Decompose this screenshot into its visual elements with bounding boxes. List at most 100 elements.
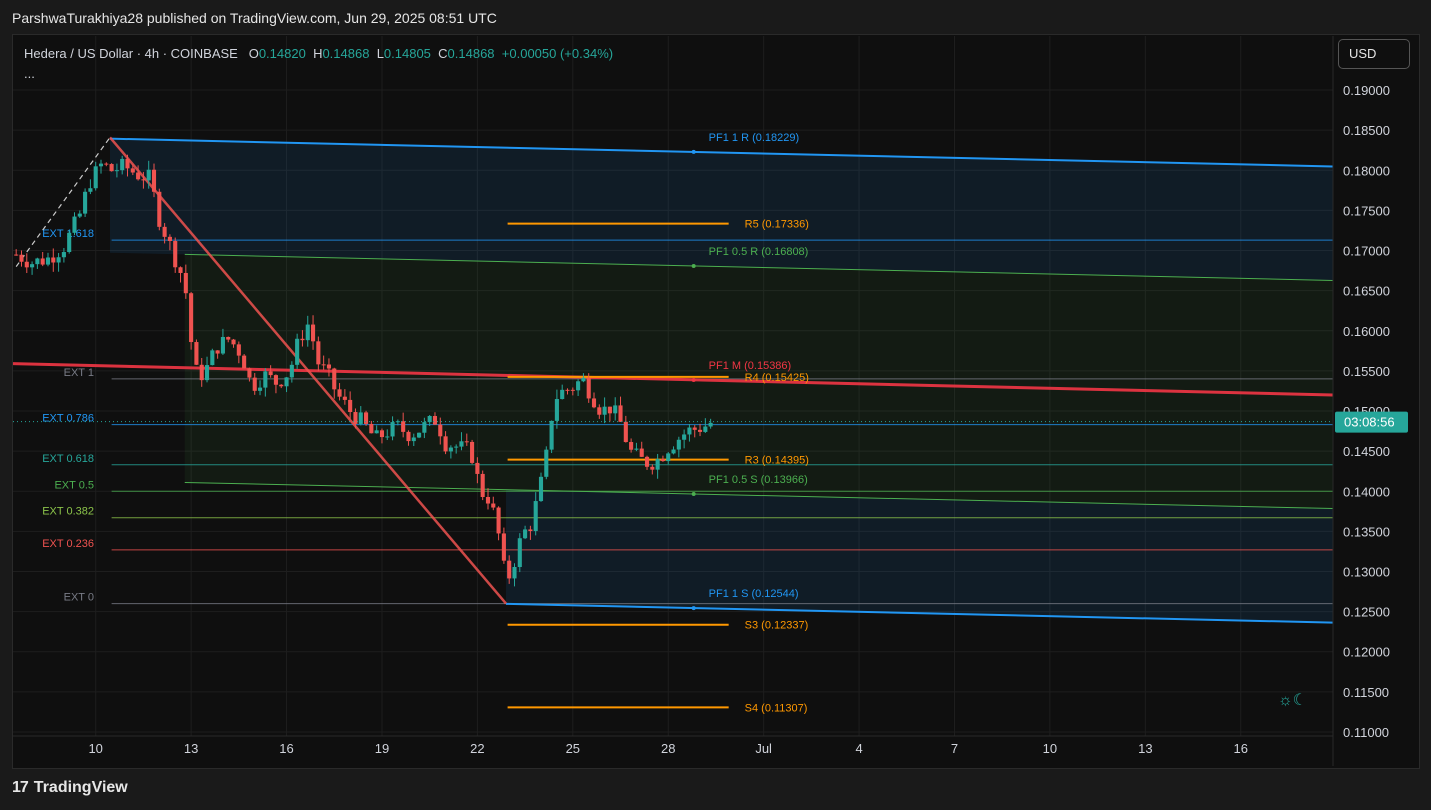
price-axis-tick: 0.18500 [1343,123,1390,138]
candle-body [204,365,210,381]
candle-body [650,466,655,470]
price-axis-tick: 0.13500 [1343,524,1390,539]
tradingview-brand[interactable]: 17 TradingView [12,779,128,797]
candle-body [544,449,549,477]
candle-body [157,191,162,227]
pitchfork-label: PF1 1 S (0.12544) [709,588,799,600]
high-label: H [313,46,323,61]
candle-body [639,448,644,457]
candle-body [109,164,114,172]
candle-body [501,533,506,561]
candle-body [114,170,119,172]
candle-body [146,169,151,181]
candle-body [295,338,300,365]
candle-body [528,529,533,532]
candle-body [660,459,665,462]
publisher-line: ParshwaTurakhiya28 published on TradingV… [12,10,497,26]
candle-body [215,350,220,354]
candle-body [507,560,512,579]
candle-body [565,389,570,391]
more-options-button[interactable]: ... [24,66,35,81]
candle-body [289,364,294,378]
pitchfork-anchor-dot [691,491,696,496]
pitchfork-line [184,481,1334,510]
candle-body [703,426,708,432]
price-axis-tick: 0.14000 [1343,484,1390,499]
price-axis-tick: 0.12500 [1343,605,1390,620]
candle-body [61,252,66,258]
candle-body [618,405,623,422]
candle-body [629,442,634,450]
candle-body [226,336,231,340]
chart-frame[interactable] [12,34,1420,769]
price-axis-tick: 0.14500 [1343,444,1390,459]
candle-body [538,476,544,502]
candle-body [167,236,172,242]
symbol-name[interactable]: Hedera / US Dollar · 4h · COINBASE [24,46,238,61]
candle-body [581,377,586,382]
candle-body [443,436,448,452]
time-axis-tick: 10 [88,741,102,756]
pitchfork-anchor-dot [691,263,696,268]
candle-body [353,412,358,424]
pitchfork-label: PF1 0.5 R (0.16808) [709,246,809,258]
currency-button[interactable]: USD [1338,39,1410,69]
ext-level-label: EXT 0.236 [42,538,94,550]
candle-body [178,267,183,273]
candle-body [475,462,480,474]
candle-body [332,368,337,390]
pitchfork-label: PF1 M (0.15386) [709,360,792,372]
close-value: 0.14868 [447,46,495,61]
candle-body [199,364,204,381]
candle-body [316,341,321,365]
candle-body [576,381,581,391]
open-value: 0.14820 [258,46,306,61]
pitchfork-anchor-dot [691,149,696,154]
candle-body [491,503,496,508]
pitchfork-median-line [12,362,1334,397]
candle-body [40,258,45,265]
candle-body [337,389,342,397]
time-axis-tick: 16 [279,741,293,756]
candle-body [692,427,697,430]
candle-body [104,163,109,165]
candle-body [194,342,199,365]
candle-body [369,423,374,434]
candle-body [422,422,427,433]
candle-body [454,446,459,448]
pivot-level-label: S3 (0.12337) [745,620,809,632]
candle-body [14,254,19,256]
time-axis-tick: 16 [1234,741,1248,756]
candle-body [374,430,379,434]
candle-body [401,421,406,432]
candle-body [125,158,130,169]
candle-body [183,272,188,294]
time-axis-tick: 19 [375,741,389,756]
candle-body [676,439,681,450]
candle-body [485,497,491,504]
pitchfork-band-lower [506,489,1333,623]
time-axis-tick: 13 [184,741,198,756]
candle-body [88,188,93,192]
candle-body [379,430,385,438]
candle-body [570,389,575,391]
candle-body [67,232,72,253]
candle-body [623,421,628,443]
candle-body [257,387,263,391]
time-axis-tick: Jul [755,741,772,756]
pitchfork-band-upper [110,138,1333,281]
time-axis-tick: 25 [566,741,580,756]
theme-toggle-icon[interactable]: ☼☾ [1278,692,1308,709]
price-axis-tick: 0.17500 [1343,203,1390,218]
candle-body [141,179,146,181]
ext-level-label: EXT 1 [64,367,94,379]
candle-body [236,344,241,356]
pivot-level-label: S4 (0.11307) [745,702,808,714]
time-axis-tick: 13 [1138,741,1152,756]
pitchfork-label: PF1 1 R (0.18229) [709,132,800,144]
candle-body [364,412,369,424]
candle-body [602,406,607,415]
pitchfork-handle-line [109,136,507,605]
candle-body [321,364,326,366]
